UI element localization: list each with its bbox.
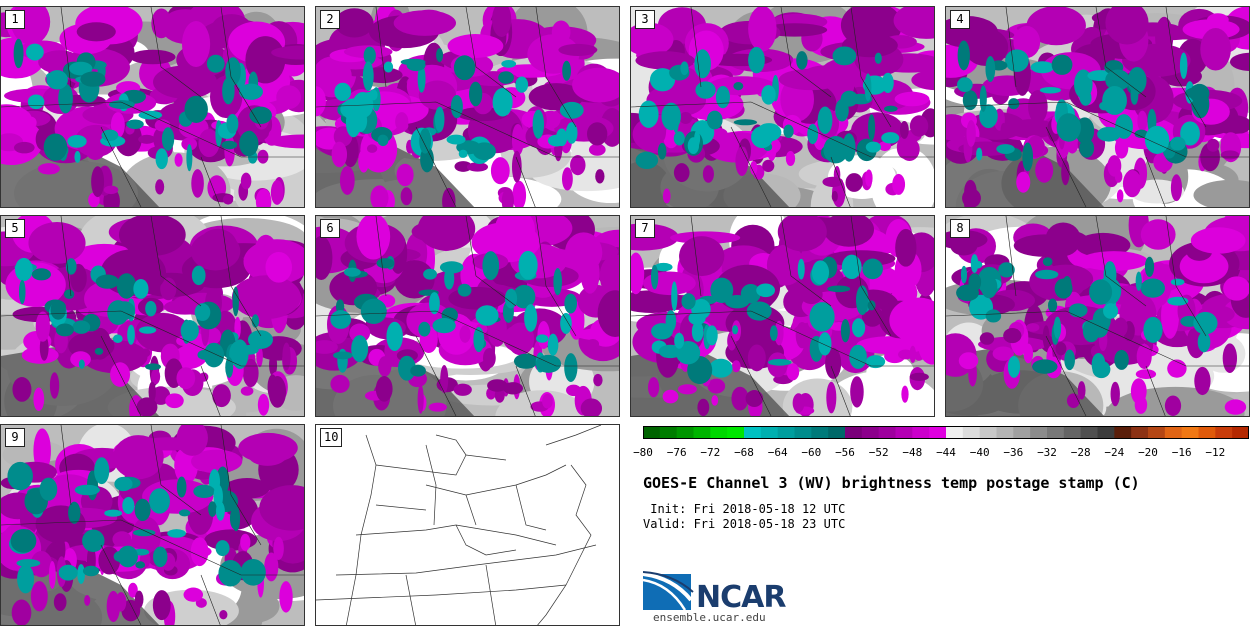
member-number: 3 — [635, 10, 655, 29]
colorbar-swatch — [1030, 426, 1048, 439]
member-number: 7 — [635, 219, 655, 238]
colorbar-swatch — [1232, 426, 1249, 439]
colorbar-swatch — [1097, 426, 1115, 439]
water-vapor-field — [316, 216, 619, 416]
colorbar-swatch — [1114, 426, 1132, 439]
colorbar-swatch — [828, 426, 846, 439]
member-panel-5: 5 — [0, 215, 305, 417]
colorbar-swatch — [861, 426, 880, 439]
colorbar-tick-label: −16 — [1171, 446, 1192, 459]
colorbar-tick-label: −32 — [1037, 446, 1057, 459]
water-vapor-field — [946, 216, 1249, 416]
colorbar-swatch — [895, 426, 913, 439]
member-number: 2 — [320, 10, 340, 29]
colorbar-swatch — [1164, 426, 1183, 439]
water-vapor-field — [1, 425, 304, 625]
colorbar-tick-label: −52 — [868, 446, 889, 459]
colorbar-tick-label: −76 — [666, 446, 687, 459]
colorbar-swatch — [1013, 426, 1031, 439]
colorbar-swatch — [777, 426, 795, 439]
logo-wordmark: NCAR — [696, 580, 786, 615]
colorbar-swatch — [996, 426, 1014, 439]
colorbar-tick-label: −44 — [936, 446, 956, 459]
colorbar-tick-label: −56 — [835, 446, 855, 459]
colorbar-border — [643, 426, 1249, 439]
colorbar-swatch — [727, 426, 745, 439]
colorbar-tick-label: −80 — [633, 446, 653, 459]
member-panel-8: 8 — [945, 215, 1250, 417]
member-number: 8 — [950, 219, 970, 238]
colorbar-tick-label: −24 — [1104, 446, 1125, 459]
colorbar — [643, 426, 1249, 439]
colorbar-tick-label: −64 — [767, 446, 788, 459]
colorbar-swatch — [1215, 426, 1233, 439]
colorbar-swatch — [1181, 426, 1199, 439]
water-vapor-field — [316, 7, 619, 207]
colorbar-tick-label: −40 — [969, 446, 990, 459]
valid-time: Valid: Fri 2018-05-18 23 UTC — [643, 517, 846, 531]
colorbar-tick-label: −72 — [700, 446, 721, 459]
colorbar-tick-label: −36 — [1003, 446, 1024, 459]
water-vapor-field — [1, 7, 304, 207]
colorbar-swatch — [878, 426, 896, 439]
member-panel-9: 9 — [0, 424, 305, 626]
member-panel-2: 2 — [315, 6, 620, 208]
colorbar-swatch — [643, 426, 661, 439]
colorbar-swatch — [794, 426, 812, 439]
member-panel-1: 1 — [0, 6, 305, 208]
outline-map — [316, 425, 602, 625]
colorbar-tick-label: −68 — [734, 446, 754, 459]
colorbar-swatch — [1148, 426, 1166, 439]
member-number: 6 — [320, 219, 340, 238]
water-vapor-field — [631, 216, 934, 416]
colorbar-swatch — [693, 426, 711, 439]
colorbar-swatch — [760, 426, 779, 439]
init-time: Init: Fri 2018-05-18 12 UTC — [643, 502, 846, 516]
member-number: 4 — [950, 10, 970, 29]
member-panel-7: 7 — [630, 215, 935, 417]
colorbar-tick-label: −48 — [902, 446, 923, 459]
colorbar-tick-label: −12 — [1205, 446, 1226, 459]
colorbar-tick-label: −28 — [1070, 446, 1091, 459]
water-vapor-field — [631, 7, 934, 207]
colorbar-tick-label: −20 — [1138, 446, 1158, 459]
colorbar-swatch — [1047, 426, 1065, 439]
colorbar-swatch — [946, 426, 964, 439]
member-panel-3: 3 — [630, 6, 935, 208]
colorbar-swatch — [676, 426, 694, 439]
colorbar-swatch — [811, 426, 829, 439]
colorbar-swatch — [1080, 426, 1098, 439]
colorbar-swatch — [912, 426, 930, 439]
colorbar-swatch — [744, 426, 762, 439]
colorbar-swatch — [845, 426, 863, 439]
water-vapor-field — [1, 216, 304, 416]
product-title: GOES-E Channel 3 (WV) brightness temp po… — [643, 474, 1140, 492]
site-url: ensemble.ucar.edu — [653, 611, 766, 624]
member-number: 9 — [5, 428, 25, 447]
member-number: 10 — [320, 428, 343, 447]
colorbar-swatch — [710, 426, 728, 439]
colorbar-tick-label: −60 — [801, 446, 822, 459]
colorbar-swatch — [929, 426, 947, 439]
colorbar-swatch — [659, 426, 678, 439]
ncar-logo-icon — [643, 571, 694, 611]
member-panel-6: 6 — [315, 215, 620, 417]
colorbar-swatch — [962, 426, 981, 439]
member-number: 1 — [5, 10, 25, 29]
colorbar-swatch — [979, 426, 997, 439]
member-panel-10: 10 — [315, 424, 620, 626]
colorbar-swatch — [1198, 426, 1216, 439]
member-number: 5 — [5, 219, 25, 238]
water-vapor-field — [946, 7, 1249, 207]
member-panel-4: 4 — [945, 6, 1250, 208]
colorbar-swatch — [1131, 426, 1149, 439]
colorbar-swatch — [1063, 426, 1082, 439]
